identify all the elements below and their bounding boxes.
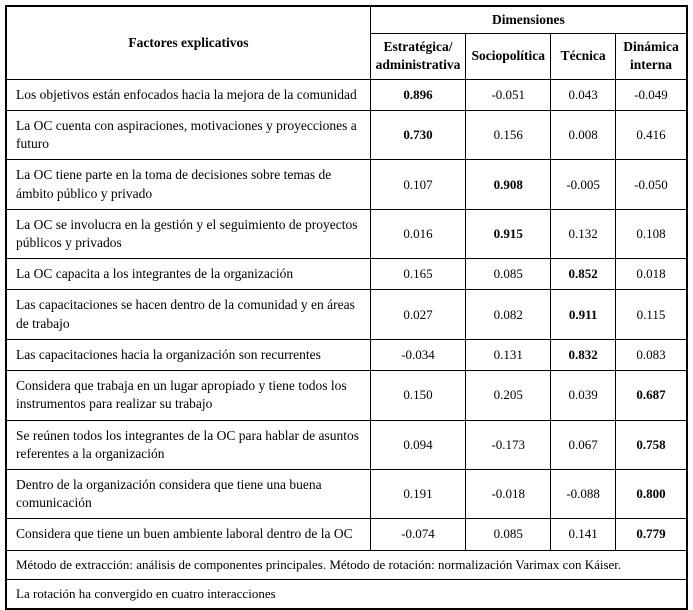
value-cell: 0.191 [369,468,467,520]
value-cell: 0.800 [614,468,688,520]
value-cell: 0.896 [369,78,467,111]
value-cell: 0.115 [614,289,688,340]
value-cell: 0.085 [465,518,552,551]
factor-cell: La OC cuenta con aspiraciones, motivacio… [5,109,371,161]
value-cell: -0.049 [614,78,688,111]
document-page: Factores explicativos Dimensiones Estrat… [5,5,688,610]
value-cell: 0.908 [465,159,552,210]
value-cell: 0.141 [550,518,616,551]
value-cell: 0.067 [550,419,616,470]
table-row: Los objetivos están enfocados hacia la m… [5,78,688,111]
value-cell: 0.016 [369,208,467,260]
value-cell: 0.008 [550,109,616,161]
value-cell: -0.034 [369,338,467,372]
value-cell: 0.085 [465,258,552,291]
table-row: La OC capacita a los integrantes de la o… [5,258,688,291]
factor-cell: Las capacitaciones hacia la organización… [5,338,371,372]
value-cell: -0.088 [550,468,616,520]
table-row: Considera que trabaja en un lugar apropi… [5,370,688,421]
value-cell: 0.730 [369,109,467,161]
value-cell: 0.043 [550,78,616,111]
value-cell: 0.205 [465,370,552,421]
table-row: Se reúnen todos los integrantes de la OC… [5,419,688,470]
value-cell: 0.165 [369,258,467,291]
value-cell: 0.039 [550,370,616,421]
value-cell: 0.083 [614,338,688,372]
value-cell: 0.027 [369,289,467,340]
value-cell: 0.132 [550,208,616,260]
value-cell: 0.082 [465,289,552,340]
table-row: Considera que tiene un buen ambiente lab… [5,518,688,551]
table-row: La OC tiene parte en la toma de decision… [5,159,688,210]
table-row: La OC cuenta con aspiraciones, motivacio… [5,109,688,161]
extraction-method-note: Método de extracción: análisis de compon… [5,549,688,580]
value-cell: 0.150 [369,370,467,421]
factor-cell: Considera que tiene un buen ambiente lab… [5,518,371,551]
footnote-row: La rotación ha convergido en cuatro inte… [5,578,688,610]
dimensions-header: Dimensiones [369,5,688,35]
factors-header: Factores explicativos [5,5,371,80]
rotation-convergence-note: La rotación ha convergido en cuatro inte… [5,578,688,610]
value-cell: 0.131 [465,338,552,372]
value-cell: 0.911 [550,289,616,340]
factor-cell: Se reúnen todos los integrantes de la OC… [5,419,371,470]
value-cell: 0.018 [614,258,688,291]
table-row: Dentro de la organización considera que … [5,468,688,520]
factor-cell: La OC se involucra en la gestión y el se… [5,208,371,260]
value-cell: 0.156 [465,109,552,161]
footnote-row: Método de extracción: análisis de compon… [5,549,688,580]
value-cell: 0.687 [614,370,688,421]
value-cell: 0.915 [465,208,552,260]
value-cell: -0.018 [465,468,552,520]
value-cell: 0.832 [550,338,616,372]
value-cell: -0.074 [369,518,467,551]
column-header-dinamica: Dinámica interna [614,33,688,80]
value-cell: 0.094 [369,419,467,470]
value-cell: 0.416 [614,109,688,161]
factor-loadings-table: Factores explicativos Dimensiones Estrat… [5,5,688,610]
value-cell: 0.779 [614,518,688,551]
column-header-tecnica: Técnica [550,33,616,80]
factor-cell: La OC capacita a los integrantes de la o… [5,258,371,291]
factor-cell: Dentro de la organización considera que … [5,468,371,520]
factor-cell: Las capacitaciones se hacen dentro de la… [5,289,371,340]
table-row: Las capacitaciones hacia la organización… [5,338,688,372]
table-row: La OC se involucra en la gestión y el se… [5,208,688,260]
column-header-sociopolitica: Sociopolítica [465,33,552,80]
factor-cell: Considera que trabaja en un lugar apropi… [5,370,371,421]
value-cell: -0.051 [465,78,552,111]
table-row: Las capacitaciones se hacen dentro de la… [5,289,688,340]
value-cell: -0.005 [550,159,616,210]
factor-cell: La OC tiene parte en la toma de decision… [5,159,371,210]
value-cell: 0.852 [550,258,616,291]
value-cell: -0.050 [614,159,688,210]
value-cell: 0.758 [614,419,688,470]
factor-cell: Los objetivos están enfocados hacia la m… [5,78,371,111]
header-row-dimensions: Estratégica/ administrativa Sociopolític… [6,33,688,80]
column-header-estrategica: Estratégica/ administrativa [369,33,467,80]
value-cell: 0.107 [369,159,467,210]
value-cell: 0.108 [614,208,688,260]
header-row-top: Factores explicativos Dimensiones [5,5,688,80]
value-cell: -0.173 [465,419,552,470]
